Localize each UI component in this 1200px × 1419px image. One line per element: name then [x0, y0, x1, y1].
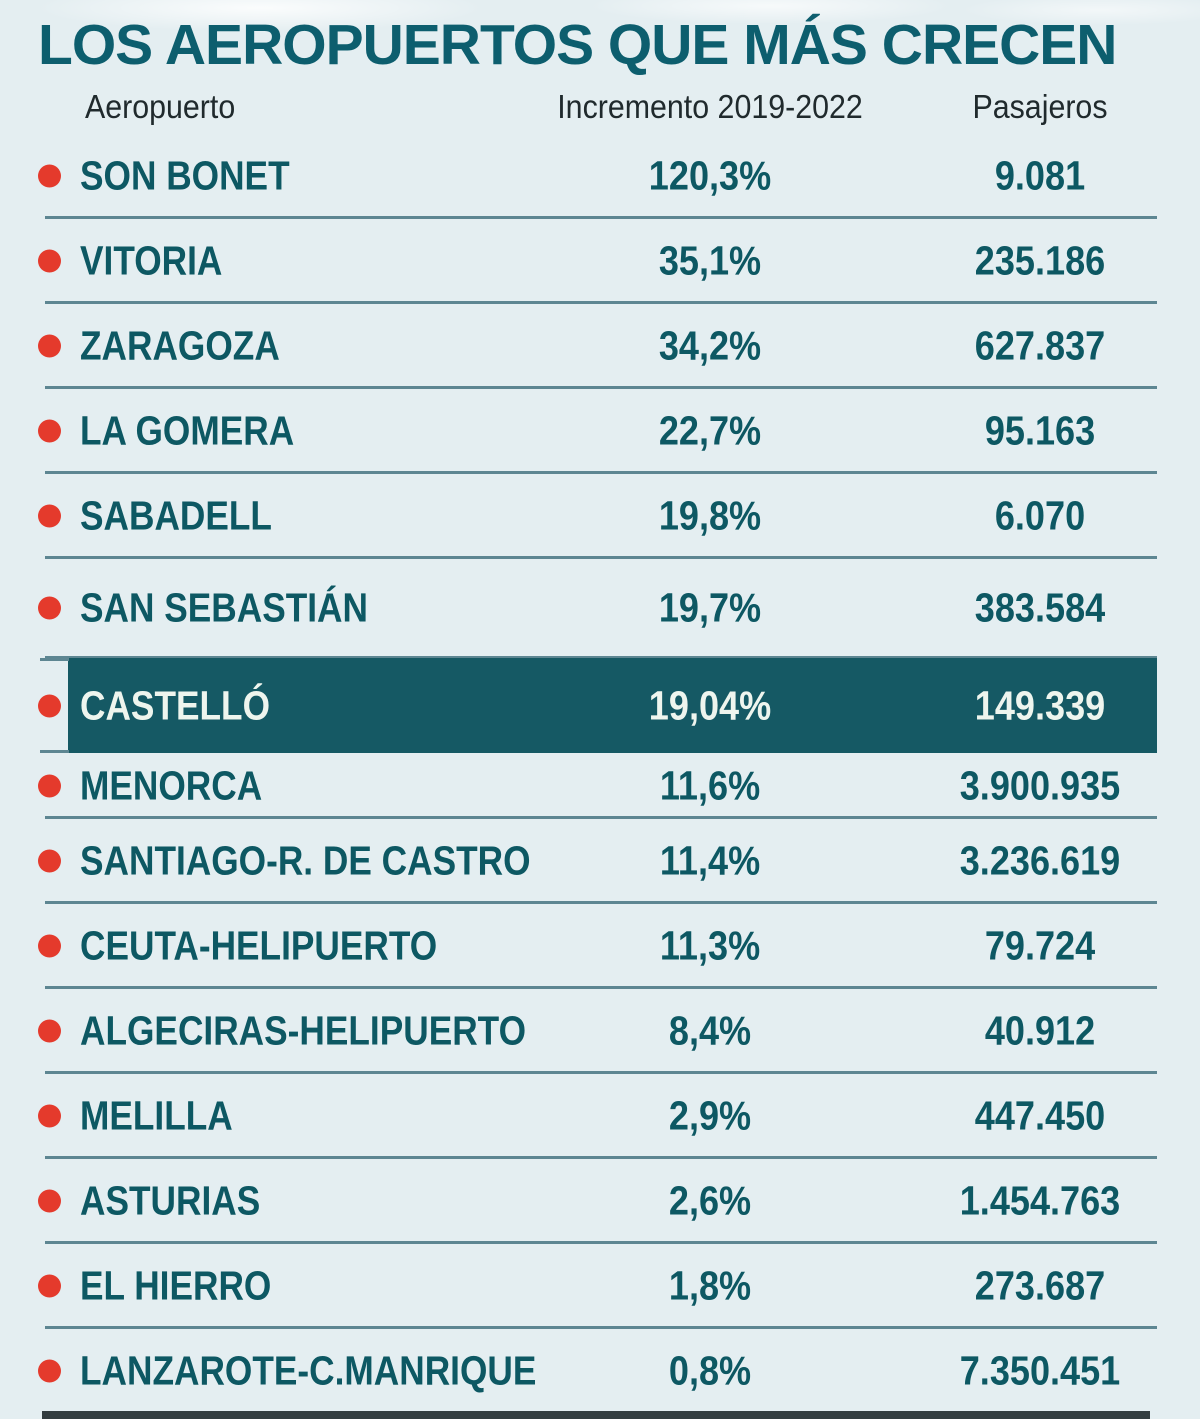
bullet-icon — [38, 596, 61, 620]
column-header-increment: Incremento 2019-2022 — [557, 88, 863, 125]
increment-value: 22,7% — [658, 407, 762, 453]
bullet-icon — [38, 334, 61, 357]
bullet-icon — [38, 1274, 61, 1297]
table-row-asturias: ASTURIAS 2,6% 1.454.763 — [0, 1158, 1200, 1244]
airport-name: CEUTA-HELIPUERTO — [80, 922, 438, 968]
bullet-icon — [38, 694, 61, 717]
increment-value: 11,6% — [659, 762, 761, 808]
passengers-value: 627.837 — [974, 322, 1106, 368]
table-row-sabadell: SABADELL 19,8% 6.070 — [0, 473, 1200, 559]
increment-value: 120,3% — [648, 152, 772, 198]
airport-name: ZARAGOZA — [80, 322, 280, 368]
bullet-icon — [38, 1104, 61, 1127]
airport-name: SON BONET — [80, 152, 290, 198]
passengers-value: 235.186 — [974, 237, 1106, 283]
bullet-icon — [38, 774, 61, 797]
passengers-value: 79.724 — [984, 922, 1096, 968]
table-row-melilla: MELILLA 2,9% 447.450 — [0, 1073, 1200, 1159]
increment-value: 35,1% — [658, 237, 762, 283]
bullet-icon — [38, 934, 61, 957]
table-row-vitoria: VITORIA 35,1% 235.186 — [0, 218, 1200, 304]
bullet-icon — [38, 504, 61, 527]
passengers-value: 273.687 — [974, 1262, 1106, 1308]
increment-value: 8,4% — [668, 1007, 752, 1053]
column-header-passengers: Pasajeros — [972, 88, 1108, 125]
bullet-icon — [38, 1019, 61, 1042]
passengers-value: 9.081 — [994, 152, 1086, 198]
table-row-san-sebastian: SAN SEBASTIÁN 19,7% 383.584 — [0, 558, 1200, 659]
airport-name: LA GOMERA — [80, 407, 295, 453]
table-row-castello-highlighted: CASTELLÓ 19,04% 149.339 — [0, 658, 1200, 753]
table-row-son-bonet: SON BONET 120,3% 9.081 — [0, 133, 1200, 219]
passengers-value: 149.339 — [974, 682, 1106, 728]
table-row-la-gomera: LA GOMERA 22,7% 95.163 — [0, 388, 1200, 474]
increment-value: 19,7% — [658, 584, 762, 631]
passengers-value: 1.454.763 — [959, 1177, 1121, 1223]
increment-value: 19,8% — [658, 492, 762, 538]
passengers-value: 95.163 — [984, 407, 1096, 453]
infographic-header: LOS AEROPUERTOS QUE MÁS CRECEN Aeropuert… — [0, 0, 1200, 133]
passengers-value: 383.584 — [974, 584, 1106, 631]
bullet-icon — [38, 164, 61, 187]
passengers-value: 6.070 — [994, 492, 1086, 538]
airport-name: SAN SEBASTIÁN — [80, 584, 368, 631]
increment-value: 34,2% — [658, 322, 762, 368]
increment-value: 2,9% — [668, 1092, 752, 1138]
highlight-bar — [68, 658, 1157, 753]
increment-value: 11,4% — [659, 837, 761, 883]
table-row-algeciras-helipuerto: ALGECIRAS-HELIPUERTO 8,4% 40.912 — [0, 988, 1200, 1074]
airport-name: ASTURIAS — [80, 1177, 261, 1223]
bullet-icon — [38, 849, 61, 872]
separator-stub — [40, 750, 69, 753]
airport-name: MENORCA — [80, 762, 263, 808]
page-title: LOS AEROPUERTOS QUE MÁS CRECEN — [38, 13, 1117, 77]
increment-value: 1,8% — [668, 1262, 752, 1308]
column-header-airport: Aeropuerto — [85, 88, 236, 125]
table-row-ceuta-helipuerto: CEUTA-HELIPUERTO 11,3% 79.724 — [0, 903, 1200, 989]
airport-name: CASTELLÓ — [80, 682, 271, 728]
airport-name: ALGECIRAS-HELIPUERTO — [80, 1007, 527, 1053]
table-row-zaragoza: ZARAGOZA 34,2% 627.837 — [0, 303, 1200, 389]
passengers-value: 3.900.935 — [959, 762, 1121, 808]
increment-value: 11,3% — [659, 922, 761, 968]
bullet-icon — [38, 249, 61, 272]
airport-name: SABADELL — [80, 492, 272, 538]
bullet-icon — [38, 1189, 61, 1212]
bullet-icon — [38, 419, 61, 442]
passengers-value: 3.236.619 — [959, 837, 1121, 883]
increment-value: 2,6% — [668, 1177, 752, 1223]
passengers-value: 40.912 — [984, 1007, 1096, 1053]
passengers-value: 7.350.451 — [959, 1347, 1121, 1393]
airport-name: LANZAROTE-C.MANRIQUE — [80, 1347, 537, 1393]
table-row-el-hierro: EL HIERRO 1,8% 273.687 — [0, 1243, 1200, 1329]
airport-name: MELILLA — [80, 1092, 233, 1138]
table-row-lanzarote-c-manrique: LANZAROTE-C.MANRIQUE 0,8% 7.350.451 — [0, 1328, 1200, 1413]
airport-name: SANTIAGO-R. DE CASTRO — [80, 837, 531, 883]
bullet-icon — [38, 1359, 61, 1382]
airport-name: VITORIA — [80, 237, 223, 283]
increment-value: 19,04% — [648, 682, 772, 728]
table-row-santiago-r-de-castro: SANTIAGO-R. DE CASTRO 11,4% 3.236.619 — [0, 818, 1200, 904]
separator-stub — [40, 658, 69, 661]
airport-name: EL HIERRO — [80, 1262, 272, 1308]
passengers-value: 447.450 — [974, 1092, 1106, 1138]
airport-table: SON BONET 120,3% 9.081 VITORIA 35,1% 235… — [0, 133, 1200, 1413]
table-row-menorca: MENORCA 11,6% 3.900.935 — [0, 753, 1200, 819]
bottom-rule — [42, 1411, 1150, 1419]
increment-value: 0,8% — [668, 1347, 752, 1393]
